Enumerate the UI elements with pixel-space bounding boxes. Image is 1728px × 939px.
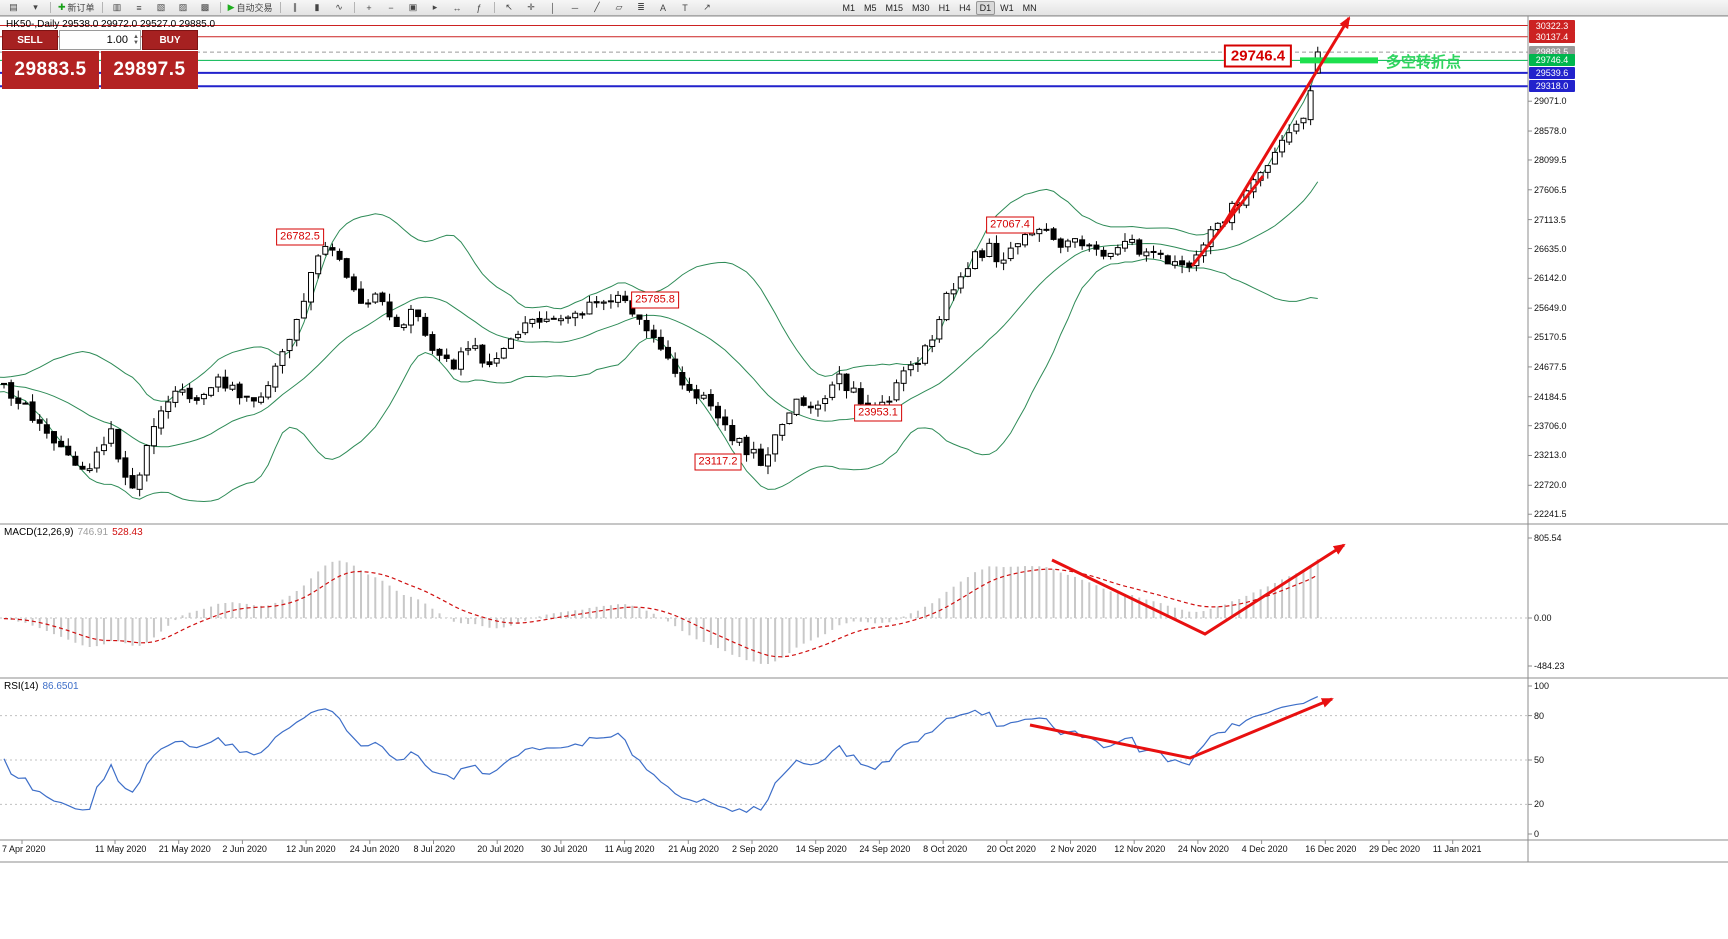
- lot-size-input[interactable]: 1.00 ▲ ▼: [59, 30, 141, 50]
- new-order-button-label: 新订单: [67, 3, 95, 13]
- chart-profiles-icon: ▾: [33, 2, 38, 12]
- timeframe-button-h4[interactable]: H4: [959, 2, 971, 13]
- rsi-title: RSI(14): [4, 681, 39, 692]
- plus-icon: ✚: [58, 2, 66, 12]
- trendline-icon[interactable]: ╱: [587, 0, 608, 15]
- strategy-tester-icon: ▩: [200, 2, 210, 12]
- bar-chart-icon[interactable]: ∥: [285, 0, 306, 15]
- chart-shift-icon[interactable]: ↔: [447, 0, 468, 15]
- timeframe-button-m1[interactable]: M1: [842, 2, 856, 13]
- toolbar-separator: [279, 2, 281, 13]
- toolbar-separator: [50, 2, 51, 13]
- vertical-line-icon[interactable]: │: [543, 0, 564, 15]
- buy-button[interactable]: BUY: [142, 30, 198, 50]
- terminal-icon[interactable]: ▨: [173, 0, 194, 15]
- equidistant-channel-icon[interactable]: ▱: [609, 0, 630, 15]
- navigator-icon[interactable]: ▧: [151, 0, 172, 15]
- timeframe-button-h1[interactable]: H1: [938, 2, 951, 13]
- timeframe-button-d1[interactable]: D1: [975, 0, 996, 15]
- auto-scroll-icon: ▸: [432, 2, 438, 12]
- chart-shift-icon: ↔: [452, 2, 462, 13]
- line-chart-icon: ∿: [335, 2, 343, 12]
- lot-spinner[interactable]: ▲ ▼: [133, 31, 139, 49]
- arrows-icon[interactable]: ↗: [697, 0, 718, 15]
- toolbar-separator: [219, 2, 221, 13]
- data-window-icon: ≡: [136, 2, 142, 13]
- market-watch-icon: ▥: [112, 2, 122, 12]
- toolbar: ▤ ▾ ✚ 新订单 ▥ ≡ ▧ ▨ ▩ ▶ 自动交易 ∥ ▮ ∿ + − ▣ ▸ ↔ ƒ ↖ ✛ │ ─ ╱ ▱ ≣ A T ↗ M1 M5 M…: [0, 0, 1728, 16]
- tile-windows-icon[interactable]: ▣: [403, 0, 424, 15]
- cursor-icon: ↖: [505, 2, 513, 12]
- macd-title: MACD(12,26,9): [4, 527, 74, 538]
- toolbar-separator: [493, 2, 495, 13]
- line-chart-icon[interactable]: ∿: [329, 0, 350, 15]
- spinner-down-icon[interactable]: ▼: [133, 40, 139, 46]
- lot-value[interactable]: 1.00: [106, 34, 128, 46]
- turning-point-label: 多空转折点: [1386, 54, 1462, 71]
- autotrading-button-label: 自动交易: [236, 3, 273, 13]
- cursor-icon[interactable]: ↖: [499, 0, 520, 15]
- timeframe-group: M1 M5 M15 M30 H1 H4 D1 W1 MN: [839, 0, 1041, 15]
- buy-price[interactable]: 29897.5: [101, 51, 198, 89]
- timeframe-button-w1[interactable]: W1: [1000, 2, 1014, 13]
- navigator-icon: ▧: [156, 2, 166, 12]
- text-label-icon: T: [682, 2, 688, 13]
- text-icon: A: [659, 2, 666, 13]
- auto-scroll-icon[interactable]: ▸: [425, 0, 446, 15]
- horizontal-line-icon[interactable]: ─: [565, 0, 586, 15]
- macd-main-value: 746.91: [77, 527, 109, 538]
- rsi-value: 86.6501: [42, 681, 79, 692]
- new-order-button[interactable]: ✚ 新订单: [55, 0, 98, 15]
- zoom-in-icon: +: [366, 2, 372, 13]
- text-icon[interactable]: A: [653, 0, 674, 15]
- new-chart-icon: ▤: [9, 2, 18, 12]
- bar-chart-icon: ∥: [292, 2, 298, 12]
- timeframe-button-m15[interactable]: M15: [885, 2, 904, 13]
- vertical-line-icon: │: [550, 2, 556, 13]
- spinner-up-icon[interactable]: ▲: [133, 34, 139, 40]
- trendline-icon: ╱: [594, 2, 600, 12]
- market-watch-icon[interactable]: ▥: [107, 0, 128, 15]
- rsi-indicator-header: RSI(14) 86.6501: [4, 681, 79, 692]
- toolbar-separator: [353, 2, 355, 13]
- play-icon: ▶: [227, 2, 235, 12]
- strategy-tester-icon[interactable]: ▩: [195, 0, 216, 15]
- zoom-out-icon: −: [388, 2, 394, 13]
- new-chart-icon[interactable]: ▤: [3, 0, 24, 15]
- data-window-icon[interactable]: ≡: [129, 0, 150, 15]
- tile-windows-icon: ▣: [408, 2, 418, 12]
- arrows-icon: ↗: [703, 2, 711, 12]
- chart-ohlc-header: HK50-,Daily 29538.0 29972.0 29527.0 2988…: [6, 19, 216, 30]
- text-label-icon[interactable]: T: [675, 0, 696, 15]
- crosshair-icon: ✛: [527, 2, 535, 12]
- indicators-icon: ƒ: [476, 2, 482, 13]
- zoom-in-icon[interactable]: +: [359, 0, 380, 15]
- macd-signal-value: 528.43: [112, 527, 143, 538]
- crosshair-icon[interactable]: ✛: [521, 0, 542, 15]
- zoom-out-icon[interactable]: −: [381, 0, 402, 15]
- terminal-icon: ▨: [178, 2, 188, 12]
- indicators-icon[interactable]: ƒ: [469, 0, 490, 15]
- fibonacci-icon[interactable]: ≣: [631, 0, 652, 15]
- equidistant-channel-icon: ▱: [615, 2, 623, 12]
- sell-price[interactable]: 29883.5: [2, 51, 99, 89]
- candlestick-chart-icon[interactable]: ▮: [307, 0, 328, 15]
- timeframe-button-m5[interactable]: M5: [864, 2, 877, 13]
- candlestick-chart-icon: ▮: [314, 2, 320, 12]
- one-click-trading-panel[interactable]: SELL 1.00 ▲ ▼ BUY 29883.5 29897.5: [2, 30, 198, 89]
- timeframe-button-mn[interactable]: MN: [1022, 2, 1037, 13]
- sell-button[interactable]: SELL: [2, 30, 58, 50]
- macd-indicator-header: MACD(12,26,9) 746.91 528.43: [4, 527, 143, 538]
- toolbar-separator: [101, 2, 103, 13]
- autotrading-button[interactable]: ▶ 自动交易: [225, 0, 276, 15]
- chart-profiles-icon[interactable]: ▾: [25, 0, 46, 15]
- timeframe-button-m30[interactable]: M30: [912, 2, 930, 13]
- fibonacci-icon: ≣: [637, 2, 645, 12]
- horizontal-line-icon: ─: [571, 2, 579, 13]
